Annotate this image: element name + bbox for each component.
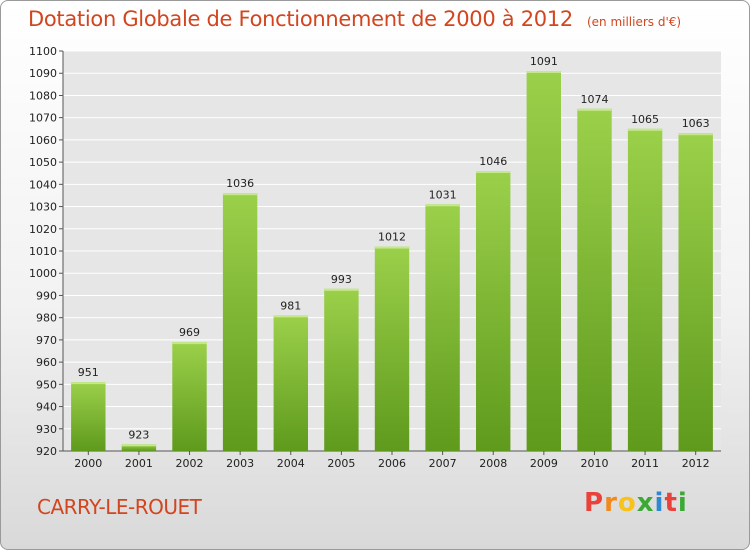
bar [222, 193, 258, 451]
bar [324, 288, 359, 451]
bar [476, 171, 511, 451]
y-tick-label: 1100 [29, 45, 57, 58]
logo-letter: i [654, 488, 665, 518]
x-tick-label: 2003 [226, 457, 254, 470]
bar [526, 71, 561, 451]
bar [627, 128, 663, 452]
y-tick-label: 1010 [29, 245, 57, 258]
x-tick-label: 2009 [530, 457, 558, 470]
logo-letter: o [617, 488, 637, 518]
x-tick-label: 2005 [327, 457, 355, 470]
y-tick-label: 940 [36, 401, 57, 414]
x-tick-label: 2004 [277, 457, 305, 470]
x-tick-label: 2007 [429, 457, 457, 470]
x-tick-label: 2011 [631, 457, 659, 470]
y-tick-label: 1040 [29, 178, 57, 191]
y-tick-label: 1050 [29, 156, 57, 169]
bar-highlight [172, 342, 207, 345]
data-label: 923 [128, 428, 149, 441]
bar-highlight [273, 315, 308, 318]
y-tick-label: 920 [36, 445, 57, 458]
data-label: 1036 [226, 177, 254, 190]
y-tick-label: 1080 [29, 89, 57, 102]
title-text: Dotation Globale de Fonctionnement de 20… [28, 7, 573, 31]
x-tick-label: 2001 [125, 457, 153, 470]
bar-highlight [678, 133, 713, 136]
data-label: 1046 [479, 155, 507, 168]
bar-highlight [324, 288, 359, 291]
x-tick-label: 2010 [580, 457, 608, 470]
x-tick-label: 2002 [176, 457, 204, 470]
logo-letter: t [664, 488, 678, 518]
y-tick-label: 1020 [29, 223, 57, 236]
y-tick-label: 970 [36, 334, 57, 347]
bar [273, 315, 308, 451]
bar [374, 246, 410, 451]
city-name: CARRY-LE-ROUET [37, 495, 202, 519]
x-tick-label: 2008 [479, 457, 507, 470]
bar-highlight [121, 444, 157, 447]
bar-highlight [476, 171, 511, 173]
data-label: 1074 [580, 93, 608, 106]
logo-letter: r [604, 488, 618, 518]
logo-letter: i [677, 488, 688, 518]
chart-title: Dotation Globale de Fonctionnement de 20… [28, 7, 681, 31]
bar-highlight [71, 382, 106, 385]
data-label: 1091 [530, 55, 558, 68]
x-tick-label: 2012 [682, 457, 710, 470]
bar-highlight [526, 71, 561, 73]
data-label: 1012 [378, 231, 406, 244]
y-tick-label: 950 [36, 378, 57, 391]
bar [71, 382, 106, 451]
bar-highlight [222, 193, 258, 196]
bar [678, 133, 713, 451]
y-tick-label: 1060 [29, 134, 57, 147]
logo-letter: P [584, 488, 605, 518]
y-tick-label: 1070 [29, 112, 57, 125]
bar-highlight [577, 108, 612, 111]
data-label: 951 [78, 366, 99, 379]
bar-highlight [627, 128, 663, 131]
y-tick-label: 1030 [29, 201, 57, 214]
bar [172, 342, 207, 451]
data-label: 981 [280, 299, 301, 312]
proxiti-logo: Proxiti [584, 488, 688, 518]
data-label: 993 [331, 273, 352, 286]
data-label: 1065 [631, 113, 659, 126]
unit-label: (en milliers d'€) [586, 15, 682, 29]
y-tick-label: 1000 [29, 267, 57, 280]
bar-highlight [374, 246, 410, 249]
bar [577, 108, 612, 452]
bar-highlight [425, 204, 460, 207]
y-tick-label: 960 [36, 356, 57, 369]
y-tick-label: 990 [36, 289, 57, 302]
bar [121, 444, 157, 451]
data-label: 1063 [682, 117, 710, 130]
data-label: 969 [179, 326, 200, 339]
data-label: 1031 [429, 188, 457, 201]
bar [425, 204, 460, 451]
x-tick-label: 2006 [378, 457, 406, 470]
y-tick-label: 930 [36, 423, 57, 436]
logo-letter: x [636, 488, 655, 518]
x-tick-label: 2000 [74, 457, 102, 470]
y-tick-label: 1090 [29, 67, 57, 80]
y-tick-label: 980 [36, 312, 57, 325]
